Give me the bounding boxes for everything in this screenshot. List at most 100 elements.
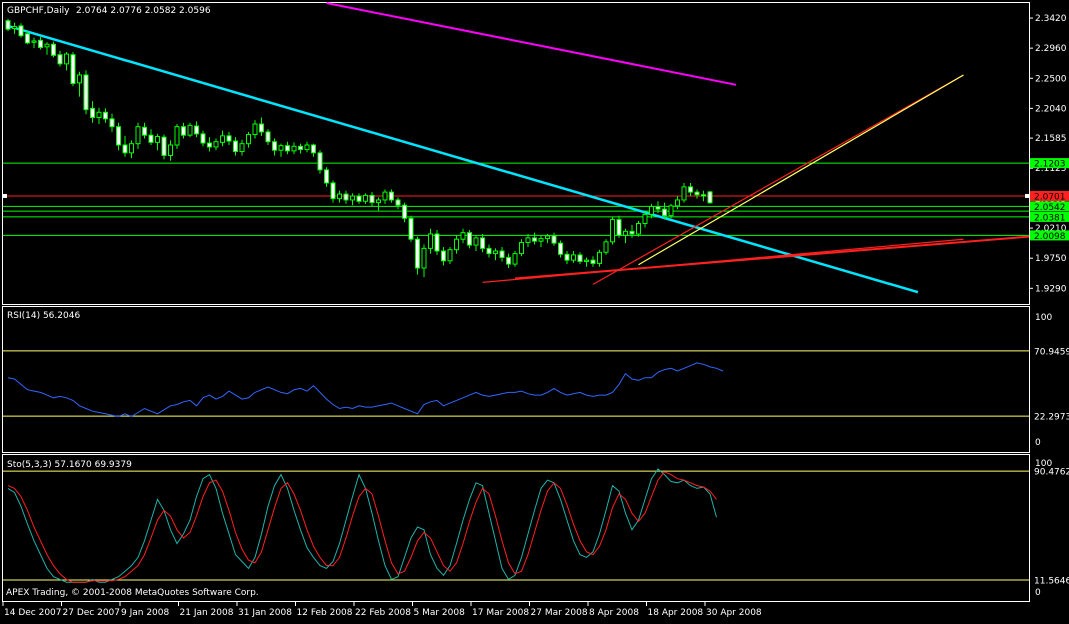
sto-level-box (1030, 466, 1069, 477)
candle-body (207, 142, 212, 148)
candle-body (155, 135, 160, 143)
candle-body (25, 33, 30, 44)
candle-body (506, 257, 511, 265)
candle-body (454, 238, 459, 251)
rsi-level-box (1030, 345, 1069, 356)
candle-body (83, 74, 89, 111)
candle-body (18, 25, 24, 37)
candle-body (486, 247, 492, 255)
price-label-box (1030, 158, 1069, 169)
price-tick-label: 1.9290 (1035, 284, 1067, 294)
candle-body (694, 191, 700, 196)
candle-body (590, 259, 596, 264)
candle-body (551, 235, 557, 244)
candle-body (70, 54, 76, 84)
stochastic-panel-title: Sto(5,3,3) 57.1670 69.9379 (7, 460, 132, 470)
candle-body (213, 141, 219, 148)
candle-body (603, 241, 609, 253)
candle-body (330, 182, 336, 200)
candle-body (668, 205, 674, 217)
price-label-text: 2.0701 (1034, 192, 1066, 202)
rsi-series-line (7, 362, 724, 418)
price-tick-label: 2.0210 (1035, 224, 1067, 234)
candle-body (701, 194, 706, 197)
candle-body (493, 250, 498, 255)
candle-body (187, 124, 193, 136)
price-label-box (1030, 190, 1069, 201)
price-tick-label: 2.1125 (1035, 164, 1067, 174)
candle-body (57, 54, 63, 65)
sto-tick-label: 100 (1035, 459, 1052, 469)
candle-body (233, 140, 238, 153)
trend-line (326, 2, 737, 86)
candle-body (376, 199, 381, 204)
sto-level-label: 11.5646 (1034, 577, 1069, 587)
stochastic-panel-frame (2, 454, 1030, 602)
candle-body (96, 111, 102, 119)
candle-body (64, 53, 69, 65)
candle-body (642, 213, 648, 225)
candle-body (174, 126, 180, 146)
sto-series-line (7, 471, 717, 583)
candle-body (662, 208, 667, 217)
candle-body (408, 217, 414, 240)
price-tick-label: 2.2960 (1035, 44, 1067, 54)
candle-body (220, 135, 225, 143)
time-tick-label: 8 Apr 2008 (589, 608, 639, 618)
candle-body (226, 135, 232, 142)
candle-body (44, 43, 50, 48)
candle-body (129, 143, 134, 154)
price-label-box (1030, 211, 1069, 222)
rsi-tick-label: 0 (1035, 438, 1041, 448)
support-line (514, 235, 1030, 280)
candle-body (434, 233, 440, 252)
candle-body (51, 43, 56, 56)
rsi-level-label: 22.2973 (1034, 413, 1069, 423)
candle-body (298, 145, 303, 151)
candle-body (610, 219, 615, 243)
price-tick-label: 1.9750 (1035, 254, 1067, 264)
time-tick-label: 12 Feb 2008 (297, 608, 353, 618)
candle-body (460, 232, 466, 240)
candle-body (142, 126, 147, 136)
candle-body (512, 253, 518, 265)
candle-body (545, 235, 550, 240)
candle-body (389, 191, 394, 201)
sto-level-label: 90.4762 (1034, 468, 1069, 478)
candle-body (623, 230, 628, 236)
time-axis: 14 Dec 2007 27 Dec 2007 9 Jan 2008 21 Jan 2… (2, 602, 762, 618)
candle-body (259, 123, 264, 133)
candle-body (629, 230, 635, 235)
trend-line (638, 74, 964, 266)
rsi-tick-label: 100 (1035, 313, 1052, 323)
candle-body (324, 169, 329, 184)
time-tick-label: 9 Jan 2008 (121, 608, 169, 618)
candle-body (343, 193, 349, 201)
candle-body (584, 259, 589, 262)
candle-body (194, 125, 199, 135)
candle-body (675, 199, 680, 207)
candle-body (252, 123, 258, 136)
candle-body (291, 145, 297, 152)
time-tick-label: 21 Jan 2008 (180, 608, 234, 618)
sto-tick-label: 0 (1035, 588, 1041, 598)
main-panel-frame (2, 2, 1030, 305)
candle-body (532, 237, 537, 242)
candle-body (77, 74, 82, 84)
candle-body (681, 186, 687, 201)
candle-body (350, 195, 355, 201)
level-marker (1025, 193, 1029, 198)
ohlc-values: 2.0764 2.0776 2.0582 2.0596 (76, 6, 211, 16)
candle-body (103, 111, 108, 120)
candle-body (31, 40, 37, 43)
candle-body (369, 194, 375, 204)
price-label-text: 2.0381 (1034, 213, 1066, 223)
candle-body (688, 186, 693, 193)
price-tick-label: 2.3420 (1035, 14, 1067, 24)
price-label-box (1030, 201, 1069, 212)
candle-body (597, 251, 602, 264)
candle-body (168, 144, 173, 156)
sto-series-line (7, 468, 717, 583)
candle-body (480, 237, 485, 249)
rsi-panel-title: RSI(14) 56.2046 (7, 311, 80, 321)
